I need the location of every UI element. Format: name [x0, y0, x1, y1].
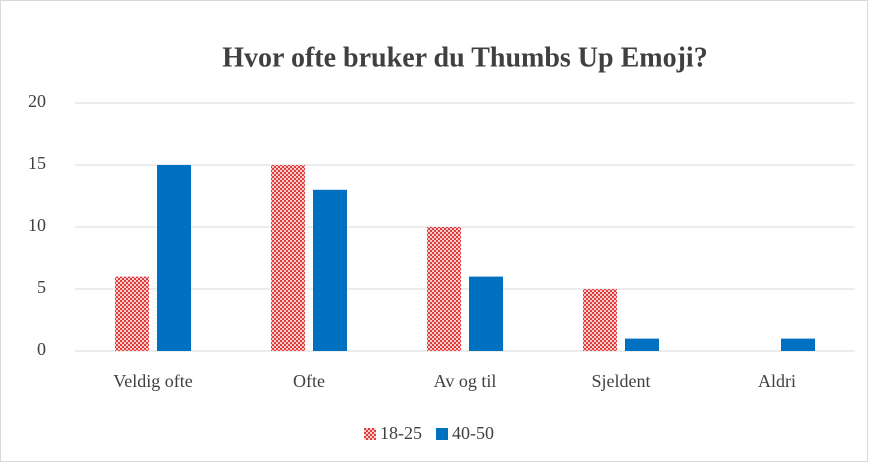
bar — [271, 165, 305, 351]
x-tick-label: Sjeldent — [592, 371, 651, 391]
legend-label: 40-50 — [452, 423, 494, 443]
x-tick-label: Av og til — [434, 371, 497, 391]
x-tick-label: Aldri — [758, 371, 796, 391]
bar — [781, 338, 815, 351]
y-tick-label: 0 — [37, 339, 46, 359]
bar — [157, 165, 191, 351]
bar — [469, 276, 503, 351]
legend-label: 18-25 — [380, 423, 422, 443]
y-tick-label: 20 — [28, 91, 46, 111]
chart-title: Hvor ofte bruker du Thumbs Up Emoji? — [222, 42, 707, 73]
y-tick-label: 5 — [37, 277, 46, 297]
y-tick-label: 10 — [28, 215, 46, 235]
bar — [583, 289, 617, 351]
x-tick-label: Veldig ofte — [113, 371, 192, 391]
bar — [313, 189, 347, 351]
bar — [625, 338, 659, 351]
x-tick-label: Ofte — [293, 371, 325, 391]
bar — [115, 276, 149, 351]
y-tick-label: 15 — [28, 153, 46, 173]
legend-swatch — [364, 428, 376, 440]
legend-swatch — [436, 428, 448, 440]
bar — [427, 227, 461, 351]
